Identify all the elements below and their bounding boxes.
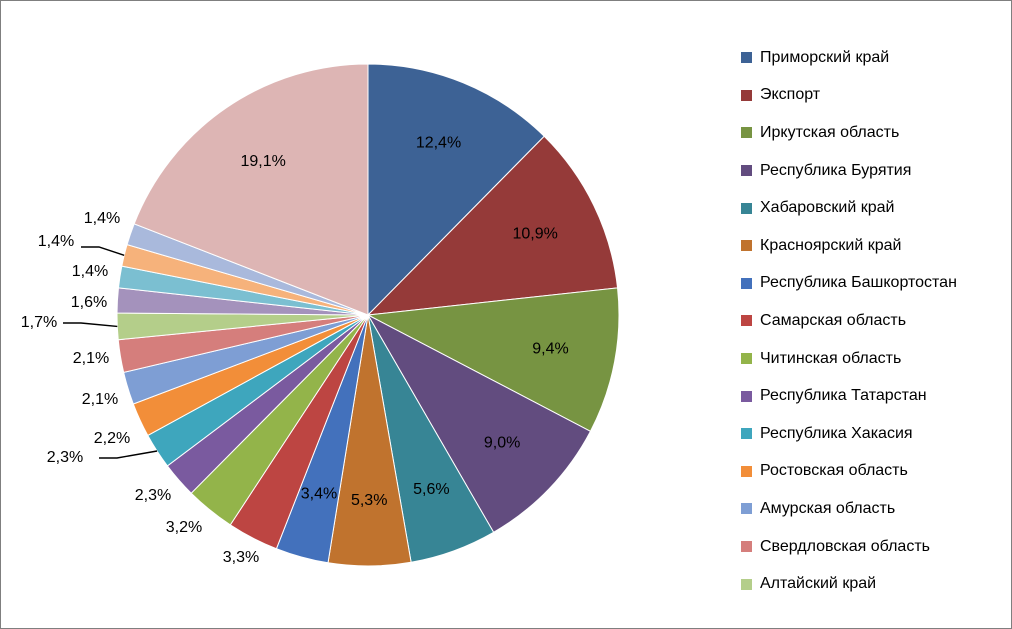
legend-item: Республика Башкортостан [741,265,957,303]
data-label: 1,4% [84,210,120,227]
data-label: 2,1% [73,350,109,367]
data-label: 2,3% [135,487,171,504]
legend-item: Читинская область [741,340,957,378]
legend-swatch [741,165,752,177]
data-label: 9,0% [484,435,520,452]
legend-swatch [741,578,752,590]
data-label: 12,4% [416,134,461,151]
legend-label: Хабаровский край [760,199,895,217]
chart-legend: Приморский край Экспорт Иркутская область Р… [741,39,957,603]
legend-swatch [741,127,752,139]
data-label: 9,4% [532,341,568,358]
legend-item: Самарская область [741,302,957,340]
legend-label: Самарская область [760,311,907,329]
leader-line [81,246,125,256]
data-label: 19,1% [241,153,286,170]
legend-item: Красноярский край [741,227,957,265]
legend-label: Республика Башкортостан [760,274,957,292]
data-label: 2,1% [82,391,118,408]
legend-label: Ростовская область [760,462,908,480]
legend-swatch [741,240,752,252]
pie-slice [366,313,592,533]
legend-label: Республика Хакасия [760,424,913,442]
data-label: 5,3% [351,492,387,509]
data-label: 5,6% [413,481,449,498]
pie-slice [367,63,545,317]
data-label: 3,2% [166,519,202,536]
legend-item: Алтайский край [741,565,957,603]
legend-label: Республика Татарстан [760,387,927,405]
legend-item: Хабаровский край [741,189,957,227]
legend-item: Республика Бурятия [741,152,957,190]
leader-line [63,322,118,328]
data-label: 1,4% [38,233,74,250]
legend-swatch [741,428,752,440]
legend-label: Амурская область [760,499,896,517]
legend-label: Алтайский край [760,575,877,593]
legend-item: Экспорт [741,77,957,115]
legend-swatch [741,390,752,402]
legend-item: Республика Татарстан [741,377,957,415]
pie-slice [366,135,619,316]
legend-label: Читинская область [760,349,902,367]
legend-label: Свердловская область [760,537,930,555]
legend-swatch [741,315,752,327]
legend-item: Ростовская область [741,453,957,491]
data-label: 1,7% [21,314,57,331]
pie-slice [366,287,620,432]
data-label: 10,9% [513,225,558,242]
legend-item: Иркутская область [741,114,957,152]
data-label: 3,4% [301,485,337,502]
legend-label: Приморский край [760,48,890,66]
legend-swatch [741,277,752,289]
data-label: 2,2% [94,430,130,447]
data-label: 1,4% [72,263,108,280]
legend-swatch [741,89,752,101]
legend-swatch [741,503,752,515]
data-label: 1,6% [71,294,107,311]
data-label: 2,3% [47,449,83,466]
legend-label: Экспорт [760,86,821,104]
legend-swatch [741,202,752,214]
legend-label: Красноярский край [760,236,902,254]
legend-item: Приморский край [741,39,957,77]
legend-swatch [741,52,752,64]
legend-item: Свердловская область [741,528,957,566]
legend-label: Иркутская область [760,123,900,141]
legend-swatch [741,465,752,477]
legend-item: Республика Хакасия [741,415,957,453]
legend-item: Амурская область [741,490,957,528]
data-label: 3,3% [223,549,259,566]
legend-swatch [741,353,752,365]
pie-slice [133,63,369,316]
legend-swatch [741,541,752,553]
leader-line [99,450,158,459]
legend-label: Республика Бурятия [760,161,912,179]
